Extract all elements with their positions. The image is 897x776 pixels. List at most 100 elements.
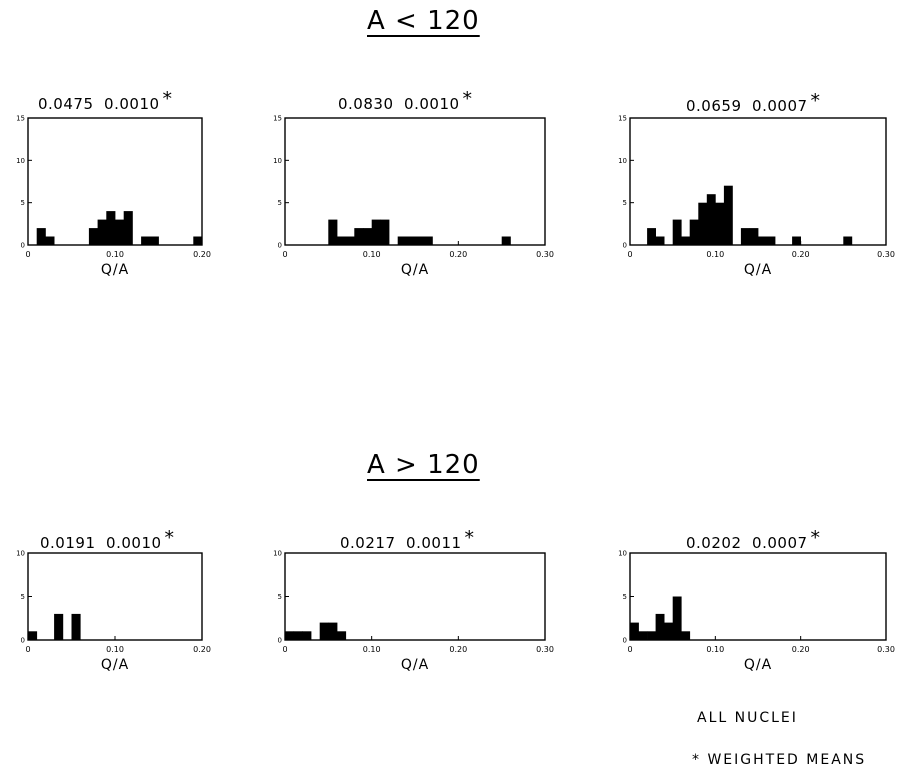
x-tick-label: 0.20 xyxy=(792,645,810,654)
histogram-bar xyxy=(664,622,673,640)
histogram-bar xyxy=(715,202,725,245)
histogram-bar xyxy=(630,622,639,640)
histogram-bar xyxy=(501,236,511,245)
histogram-bar xyxy=(406,236,416,245)
y-tick-label: 5 xyxy=(623,593,627,601)
weighted-mean-value: 0.0475 xyxy=(38,95,94,113)
histogram-bar xyxy=(302,631,312,640)
histogram-bar xyxy=(328,622,338,640)
histogram-bar xyxy=(647,228,656,245)
panel-header: 0.0830 0.0010 * xyxy=(338,88,473,114)
histogram-bar xyxy=(672,596,682,640)
x-tick-label: 0 xyxy=(627,250,632,259)
histogram-bar xyxy=(380,219,390,245)
histogram-bar xyxy=(371,219,381,245)
weighted-mean-value: 0.0217 xyxy=(340,534,396,552)
weighted-means-note: * WEIGHTED MEANS xyxy=(692,752,867,768)
x-tick-label: 0.10 xyxy=(706,645,724,654)
y-tick-label: 10 xyxy=(618,550,627,558)
weighted-mean-value: 0.0830 xyxy=(338,95,394,113)
y-tick-label: 5 xyxy=(278,199,282,207)
panel-header: 0.0191 0.0010 * xyxy=(40,527,175,553)
x-tick-label: 0.30 xyxy=(536,250,554,259)
x-tick-label: 0.20 xyxy=(193,645,211,654)
x-tick-label: 0 xyxy=(282,645,287,654)
histogram-bar xyxy=(749,228,759,245)
histogram-bar xyxy=(141,236,151,245)
histogram-bar xyxy=(36,228,46,245)
weighted-mean-error: 0.0010 xyxy=(106,534,162,552)
histogram-bar xyxy=(655,613,665,640)
histogram-bar xyxy=(319,622,329,640)
x-tick-label: 0 xyxy=(25,645,30,654)
x-tick-label: 0 xyxy=(25,250,30,259)
x-axis-label: Q/A xyxy=(744,262,772,278)
section-title-light: A < 120 xyxy=(367,6,480,36)
y-tick-label: 15 xyxy=(16,115,25,123)
histogram-bar xyxy=(723,185,733,245)
histogram-bar xyxy=(285,631,295,640)
weighted-mean-value: 0.0202 xyxy=(686,534,742,552)
weighted-mean-error: 0.0010 xyxy=(104,95,160,113)
y-tick-label: 10 xyxy=(16,550,25,558)
weighted-mean-error: 0.0007 xyxy=(752,534,808,552)
all-nuclei-note: ALL NUCLEI xyxy=(697,710,798,726)
section-title-heavy: A > 120 xyxy=(367,450,480,480)
y-tick-label: 0 xyxy=(21,637,25,645)
weighted-mean-error: 0.0010 xyxy=(404,95,460,113)
x-tick-label: 0.30 xyxy=(877,645,895,654)
histogram-bar xyxy=(655,236,665,245)
weighted-mean-error: 0.0007 xyxy=(752,97,808,115)
histogram-bar xyxy=(328,219,338,245)
y-tick-label: 5 xyxy=(623,199,627,207)
y-tick-label: 15 xyxy=(273,115,282,123)
histogram-bar xyxy=(672,219,682,245)
x-axis-label: Q/A xyxy=(744,657,772,673)
histogram-bar xyxy=(106,211,116,245)
panel-header: 0.0659 0.0007 * xyxy=(686,90,821,116)
histogram-bar xyxy=(415,236,425,245)
x-tick-label: 0.10 xyxy=(106,645,124,654)
y-tick-label: 5 xyxy=(21,199,25,207)
weighted-mean-value: 0.0191 xyxy=(40,534,96,552)
y-tick-label: 0 xyxy=(278,637,282,645)
histogram-bar xyxy=(792,236,801,245)
histogram-bar xyxy=(363,228,373,245)
histogram-bar xyxy=(681,236,691,245)
y-tick-label: 5 xyxy=(21,593,25,601)
x-tick-label: 0.30 xyxy=(536,645,554,654)
panel-header: 0.0202 0.0007 * xyxy=(686,527,821,553)
histogram-bar xyxy=(423,236,433,245)
x-tick-label: 0.10 xyxy=(363,250,381,259)
weighted-mean-error: 0.0011 xyxy=(406,534,462,552)
histogram-bar xyxy=(71,613,81,640)
x-tick-label: 0.10 xyxy=(706,250,724,259)
histogram-bar xyxy=(149,236,159,245)
histogram-bar xyxy=(337,236,347,245)
y-tick-label: 10 xyxy=(273,157,282,165)
histogram-bar xyxy=(706,194,716,245)
y-tick-label: 10 xyxy=(16,157,25,165)
x-tick-label: 0 xyxy=(282,250,287,259)
x-axis-label: Q/A xyxy=(401,262,429,278)
y-tick-label: 15 xyxy=(618,115,627,123)
weighted-mean-value: 0.0659 xyxy=(686,97,742,115)
histogram-bar xyxy=(54,613,64,640)
histogram-bar xyxy=(45,236,55,245)
y-tick-label: 10 xyxy=(618,157,627,165)
histogram-bar xyxy=(689,219,699,245)
plot-frame xyxy=(629,117,887,246)
x-tick-label: 0.30 xyxy=(877,250,895,259)
histogram-bar xyxy=(843,236,853,245)
y-tick-label: 0 xyxy=(623,637,627,645)
histogram-bar xyxy=(740,228,750,245)
histogram-bar xyxy=(397,236,407,245)
x-tick-label: 0.10 xyxy=(363,645,381,654)
x-tick-label: 0.10 xyxy=(106,250,124,259)
x-tick-label: 0 xyxy=(627,645,632,654)
histogram-bar xyxy=(97,219,107,245)
panel-header: 0.0475 0.0010 * xyxy=(38,88,173,114)
y-tick-label: 0 xyxy=(21,242,25,250)
x-axis-label: Q/A xyxy=(401,657,429,673)
